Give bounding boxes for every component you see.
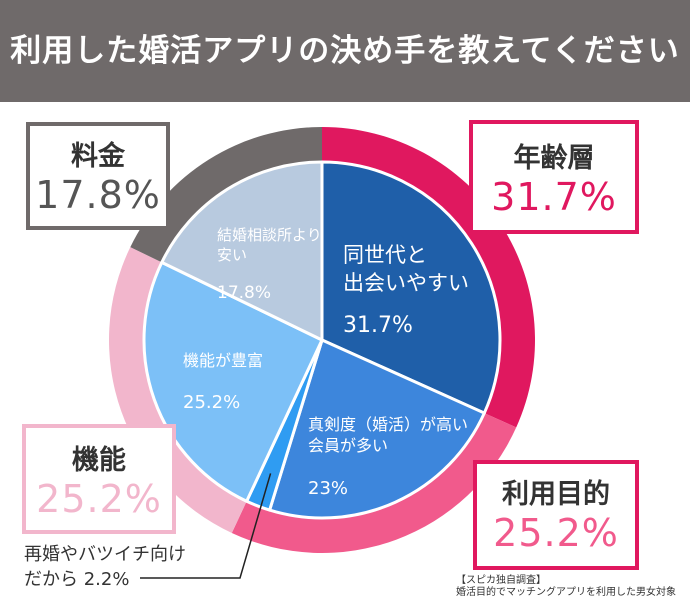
slice-label: 同世代と — [343, 243, 427, 267]
category-box-feature: 機能 25.2% — [22, 424, 176, 534]
slice-value: 25.2% — [183, 392, 240, 413]
leader-lines — [140, 473, 272, 579]
category-box-purpose: 利用目的 25.2% — [473, 460, 639, 570]
slice-label: 会員が多い — [308, 436, 388, 455]
slice-same-generation — [320, 160, 502, 415]
category-label: 年齢層 — [513, 143, 595, 174]
category-box-price: 料金 17.8% — [26, 122, 170, 230]
outer-slice-feature — [108, 247, 247, 533]
slice-value: 17.8% — [217, 283, 271, 303]
category-value: 25.2% — [36, 477, 162, 521]
category-value: 31.7% — [491, 175, 617, 219]
chart-title: 利用した婚活アプリの決め手を教えてください — [10, 33, 680, 69]
slice-label: 安い — [217, 246, 247, 264]
small-slice-label-line2: だから 2.2% — [24, 569, 130, 590]
category-value: 25.2% — [493, 511, 619, 555]
category-label: 利用目的 — [502, 479, 610, 510]
outer-slice-price — [130, 126, 322, 263]
source-note-line1: 【スピカ独自調査】 — [456, 575, 546, 586]
slice-value: 31.7% — [343, 313, 413, 338]
slice-serious-members — [268, 338, 486, 520]
source-note: 【スピカ独自調査】 婚活目的でマッチングアプリを利用した男女対象 — [456, 575, 676, 599]
slice-label: 出会いやすい — [343, 271, 469, 295]
category-label: 機能 — [72, 445, 126, 476]
small-slice-label-line1: 再婚やバツイチ向け — [24, 544, 186, 565]
category-value: 17.8% — [35, 173, 161, 217]
small-slice-label: 再婚やバツイチ向け だから 2.2% — [24, 542, 186, 592]
slice-label: 機能が豊富 — [183, 351, 263, 370]
slice-label: 結婚相談所より — [217, 226, 322, 244]
leader-line-remarriage — [140, 473, 272, 579]
source-note-line2: 婚活目的でマッチングアプリを利用した男女対象 — [456, 587, 676, 598]
category-label: 料金 — [71, 141, 125, 172]
inner-pie — [142, 160, 502, 520]
header-bar: 利用した婚活アプリの決め手を教えてください — [0, 0, 690, 102]
slice-cheaper — [160, 160, 324, 342]
category-box-age: 年齢層 31.7% — [469, 120, 639, 234]
slice-features — [142, 260, 324, 503]
slice-label: 真剣度（婚活）が高い — [308, 415, 468, 434]
slice-value: 23% — [308, 478, 348, 499]
